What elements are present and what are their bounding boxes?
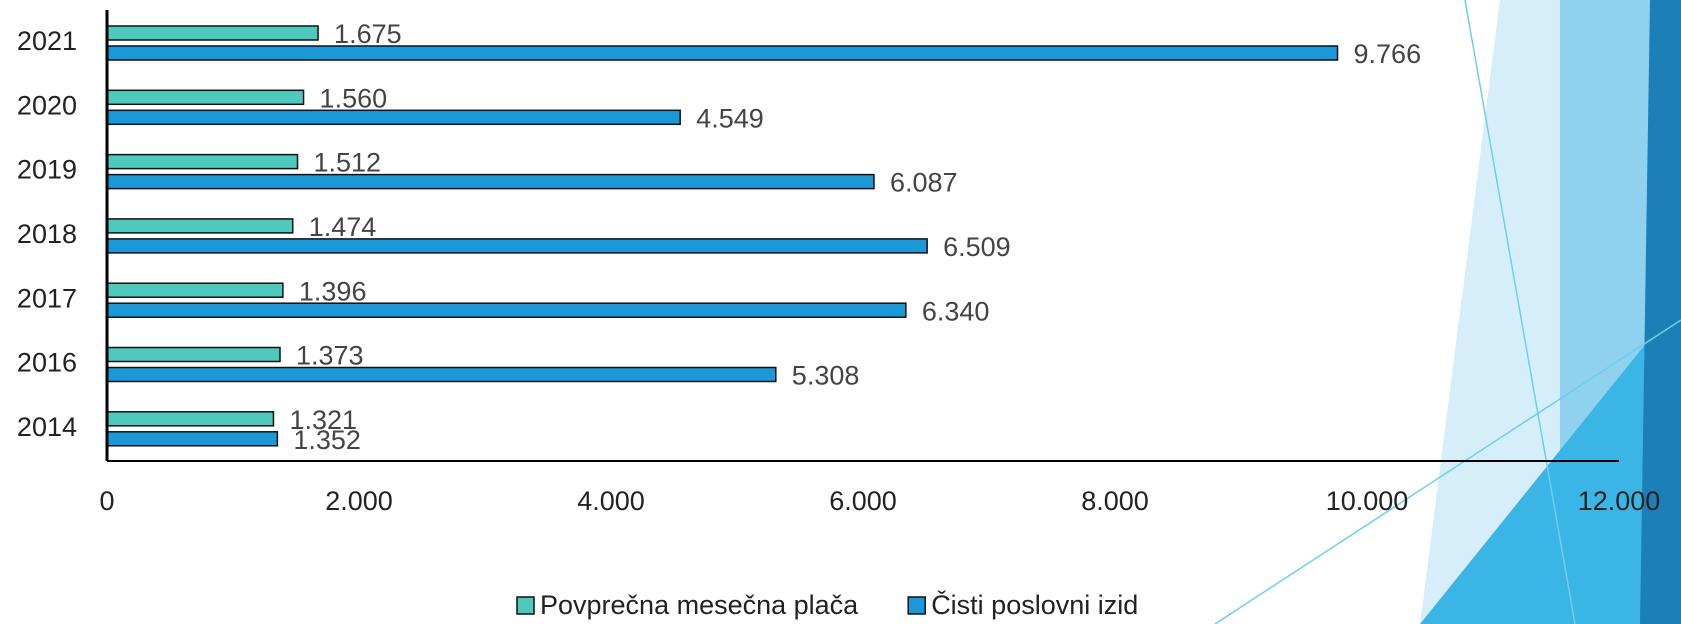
bar	[107, 175, 874, 189]
value-label: 1.474	[309, 212, 377, 242]
value-label: 4.549	[696, 103, 764, 133]
legend-label: Čisti poslovni izid	[931, 589, 1138, 620]
bar	[107, 155, 298, 169]
y-tick-label: 2016	[17, 348, 77, 378]
value-label: 6.087	[890, 168, 958, 198]
value-label: 9.766	[1354, 39, 1422, 69]
bar	[107, 412, 273, 426]
x-tick-label: 0	[99, 486, 114, 516]
legend-label: Povprečna mesečna plača	[540, 590, 859, 620]
x-tick-label: 2.000	[325, 486, 393, 516]
bar	[107, 110, 680, 124]
y-tick-label: 2018	[17, 219, 77, 249]
x-tick-label: 12.000	[1578, 486, 1661, 516]
x-tick-label: 10.000	[1326, 486, 1409, 516]
x-tick-label: 4.000	[577, 486, 645, 516]
x-tick-label: 6.000	[829, 486, 897, 516]
y-tick-label: 2020	[17, 90, 77, 120]
x-tick-label: 8.000	[1081, 486, 1149, 516]
bar	[107, 46, 1338, 60]
value-label: 1.373	[296, 341, 364, 371]
bar	[107, 432, 277, 446]
bar	[107, 283, 283, 297]
legend-swatch	[908, 597, 925, 614]
legend-swatch	[517, 597, 534, 614]
bar	[107, 90, 304, 104]
bar	[107, 219, 293, 233]
plot: 0 2.000 4.000 6.000 8.000 10.000 12.000 2014 1.3…	[17, 10, 1660, 516]
legend: Povprečna mesečna plača Čisti poslovni iz…	[517, 589, 1138, 620]
decoration	[1215, 0, 1681, 624]
chart: 0 2.000 4.000 6.000 8.000 10.000 12.000 2014 1.3…	[0, 0, 1681, 624]
bar	[107, 303, 906, 317]
y-tick-label: 2017	[17, 283, 77, 313]
bar	[107, 368, 776, 382]
bar	[107, 26, 318, 40]
bar	[107, 348, 280, 362]
y-tick-label: 2019	[17, 155, 77, 185]
y-tick-label: 2014	[17, 412, 77, 442]
value-label: 1.352	[293, 425, 361, 455]
bar	[107, 239, 927, 253]
value-label: 1.675	[334, 19, 402, 49]
value-label: 1.512	[314, 148, 382, 178]
value-label: 5.308	[792, 361, 860, 391]
value-label: 6.509	[943, 232, 1011, 262]
value-label: 1.560	[320, 83, 388, 113]
value-label: 1.396	[299, 276, 367, 306]
value-label: 6.340	[922, 296, 990, 326]
y-tick-label: 2021	[17, 26, 77, 56]
